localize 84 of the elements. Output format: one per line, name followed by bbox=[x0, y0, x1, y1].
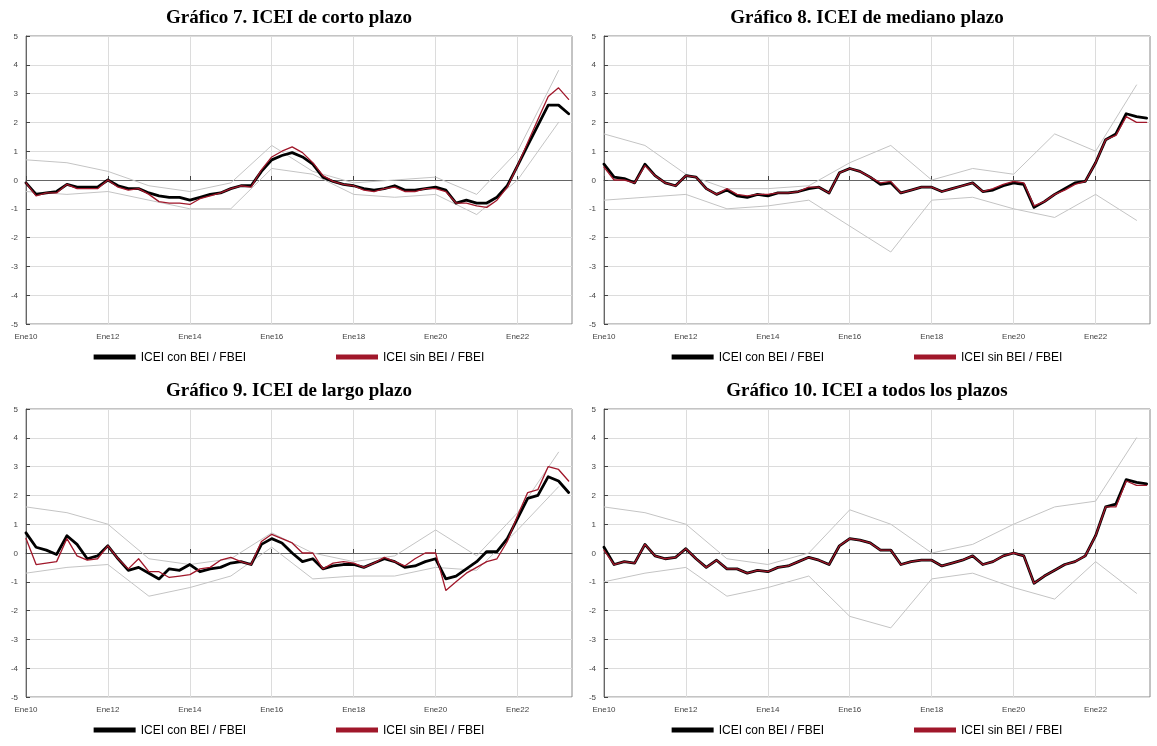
y-tick-label: 5 bbox=[13, 31, 19, 41]
y-tick-label: -4 bbox=[10, 290, 19, 300]
y-tick-label: 2 bbox=[13, 490, 19, 500]
y-tick-label: -3 bbox=[10, 634, 19, 644]
x-tick-label: Ene18 bbox=[920, 704, 944, 714]
y-tick-label: -2 bbox=[588, 606, 597, 616]
y-tick-label: 0 bbox=[591, 175, 597, 185]
x-tick-label: Ene10 bbox=[592, 331, 617, 341]
y-tick-label: 3 bbox=[591, 462, 597, 472]
x-tick-label: Ene14 bbox=[178, 331, 202, 341]
chart-title: Gráfico 9. ICEI de largo plazo bbox=[166, 379, 412, 400]
x-tick-label: Ene12 bbox=[96, 704, 120, 714]
y-tick-label: -4 bbox=[10, 663, 19, 673]
y-tick-label: 1 bbox=[591, 146, 597, 156]
legend-label: ICEI con BEI / FBEI bbox=[140, 723, 247, 737]
legend-label: ICEI sin BEI / FBEI bbox=[961, 723, 1063, 737]
y-tick-label: -2 bbox=[10, 606, 19, 616]
y-tick-label: 3 bbox=[13, 462, 19, 472]
legend-label: ICEI con BEI / FBEI bbox=[718, 350, 825, 364]
y-tick-label: -1 bbox=[10, 577, 19, 587]
x-tick-label: Ene20 bbox=[424, 704, 448, 714]
x-tick-label: Ene14 bbox=[178, 704, 202, 714]
x-tick-label: Ene10 bbox=[14, 704, 39, 714]
legend-label: ICEI sin BEI / FBEI bbox=[383, 350, 485, 364]
x-tick-label: Ene16 bbox=[838, 704, 862, 714]
legend-label: ICEI con BEI / FBEI bbox=[718, 723, 825, 737]
x-tick-label: Ene16 bbox=[260, 331, 284, 341]
y-tick-label: 5 bbox=[13, 404, 19, 414]
x-tick-label: Ene20 bbox=[1002, 704, 1026, 714]
y-tick-label: 0 bbox=[13, 175, 19, 185]
y-tick-label: 4 bbox=[591, 60, 597, 70]
legend-label: ICEI sin BEI / FBEI bbox=[961, 350, 1063, 364]
y-tick-label: -1 bbox=[10, 204, 19, 214]
x-tick-label: Ene22 bbox=[1084, 331, 1108, 341]
chart-title: Gráfico 7. ICEI de corto plazo bbox=[166, 6, 412, 27]
y-tick-label: -5 bbox=[10, 319, 19, 329]
y-tick-label: 4 bbox=[13, 433, 19, 443]
x-tick-label: Ene22 bbox=[506, 331, 530, 341]
y-tick-label: 2 bbox=[13, 117, 19, 127]
x-tick-label: Ene16 bbox=[260, 704, 284, 714]
x-tick-label: Ene14 bbox=[756, 331, 780, 341]
y-tick-label: -2 bbox=[588, 233, 597, 243]
chart-title: Gráfico 8. ICEI de mediano plazo bbox=[730, 6, 1004, 27]
x-tick-label: Ene18 bbox=[342, 331, 366, 341]
y-tick-label: -1 bbox=[588, 204, 597, 214]
x-tick-label: Ene10 bbox=[14, 331, 39, 341]
x-tick-label: Ene12 bbox=[674, 704, 698, 714]
y-tick-label: 2 bbox=[591, 117, 597, 127]
x-tick-label: Ene20 bbox=[424, 331, 448, 341]
y-tick-label: -3 bbox=[588, 634, 597, 644]
x-tick-label: Ene22 bbox=[506, 704, 530, 714]
x-tick-label: Ene18 bbox=[342, 704, 366, 714]
y-tick-label: 1 bbox=[13, 519, 19, 529]
y-tick-label: -5 bbox=[588, 692, 597, 702]
y-tick-label: 3 bbox=[13, 89, 19, 99]
x-tick-label: Ene12 bbox=[674, 331, 698, 341]
y-tick-label: 4 bbox=[591, 433, 597, 443]
legend-label: ICEI sin BEI / FBEI bbox=[383, 723, 485, 737]
y-tick-label: 5 bbox=[591, 31, 597, 41]
y-tick-label: 5 bbox=[591, 404, 597, 414]
y-tick-label: 1 bbox=[13, 146, 19, 156]
x-tick-label: Ene16 bbox=[838, 331, 862, 341]
y-tick-label: -2 bbox=[10, 233, 19, 243]
y-tick-label: -4 bbox=[588, 290, 597, 300]
y-tick-label: -4 bbox=[588, 663, 597, 673]
y-tick-label: -5 bbox=[588, 319, 597, 329]
x-tick-label: Ene18 bbox=[920, 331, 944, 341]
y-tick-label: -1 bbox=[588, 577, 597, 587]
y-tick-label: 1 bbox=[591, 519, 597, 529]
y-tick-label: -5 bbox=[10, 692, 19, 702]
y-tick-label: 0 bbox=[13, 548, 19, 558]
legend-label: ICEI con BEI / FBEI bbox=[140, 350, 247, 364]
y-tick-label: 4 bbox=[13, 60, 19, 70]
y-tick-label: 2 bbox=[591, 490, 597, 500]
x-tick-label: Ene12 bbox=[96, 331, 120, 341]
y-tick-label: -3 bbox=[10, 261, 19, 271]
x-tick-label: Ene10 bbox=[592, 704, 617, 714]
chart-title: Gráfico 10. ICEI a todos los plazos bbox=[726, 379, 1008, 400]
x-tick-label: Ene22 bbox=[1084, 704, 1108, 714]
x-tick-label: Ene20 bbox=[1002, 331, 1026, 341]
y-tick-label: 0 bbox=[591, 548, 597, 558]
y-tick-label: -3 bbox=[588, 261, 597, 271]
y-tick-label: 3 bbox=[591, 89, 597, 99]
x-tick-label: Ene14 bbox=[756, 704, 780, 714]
